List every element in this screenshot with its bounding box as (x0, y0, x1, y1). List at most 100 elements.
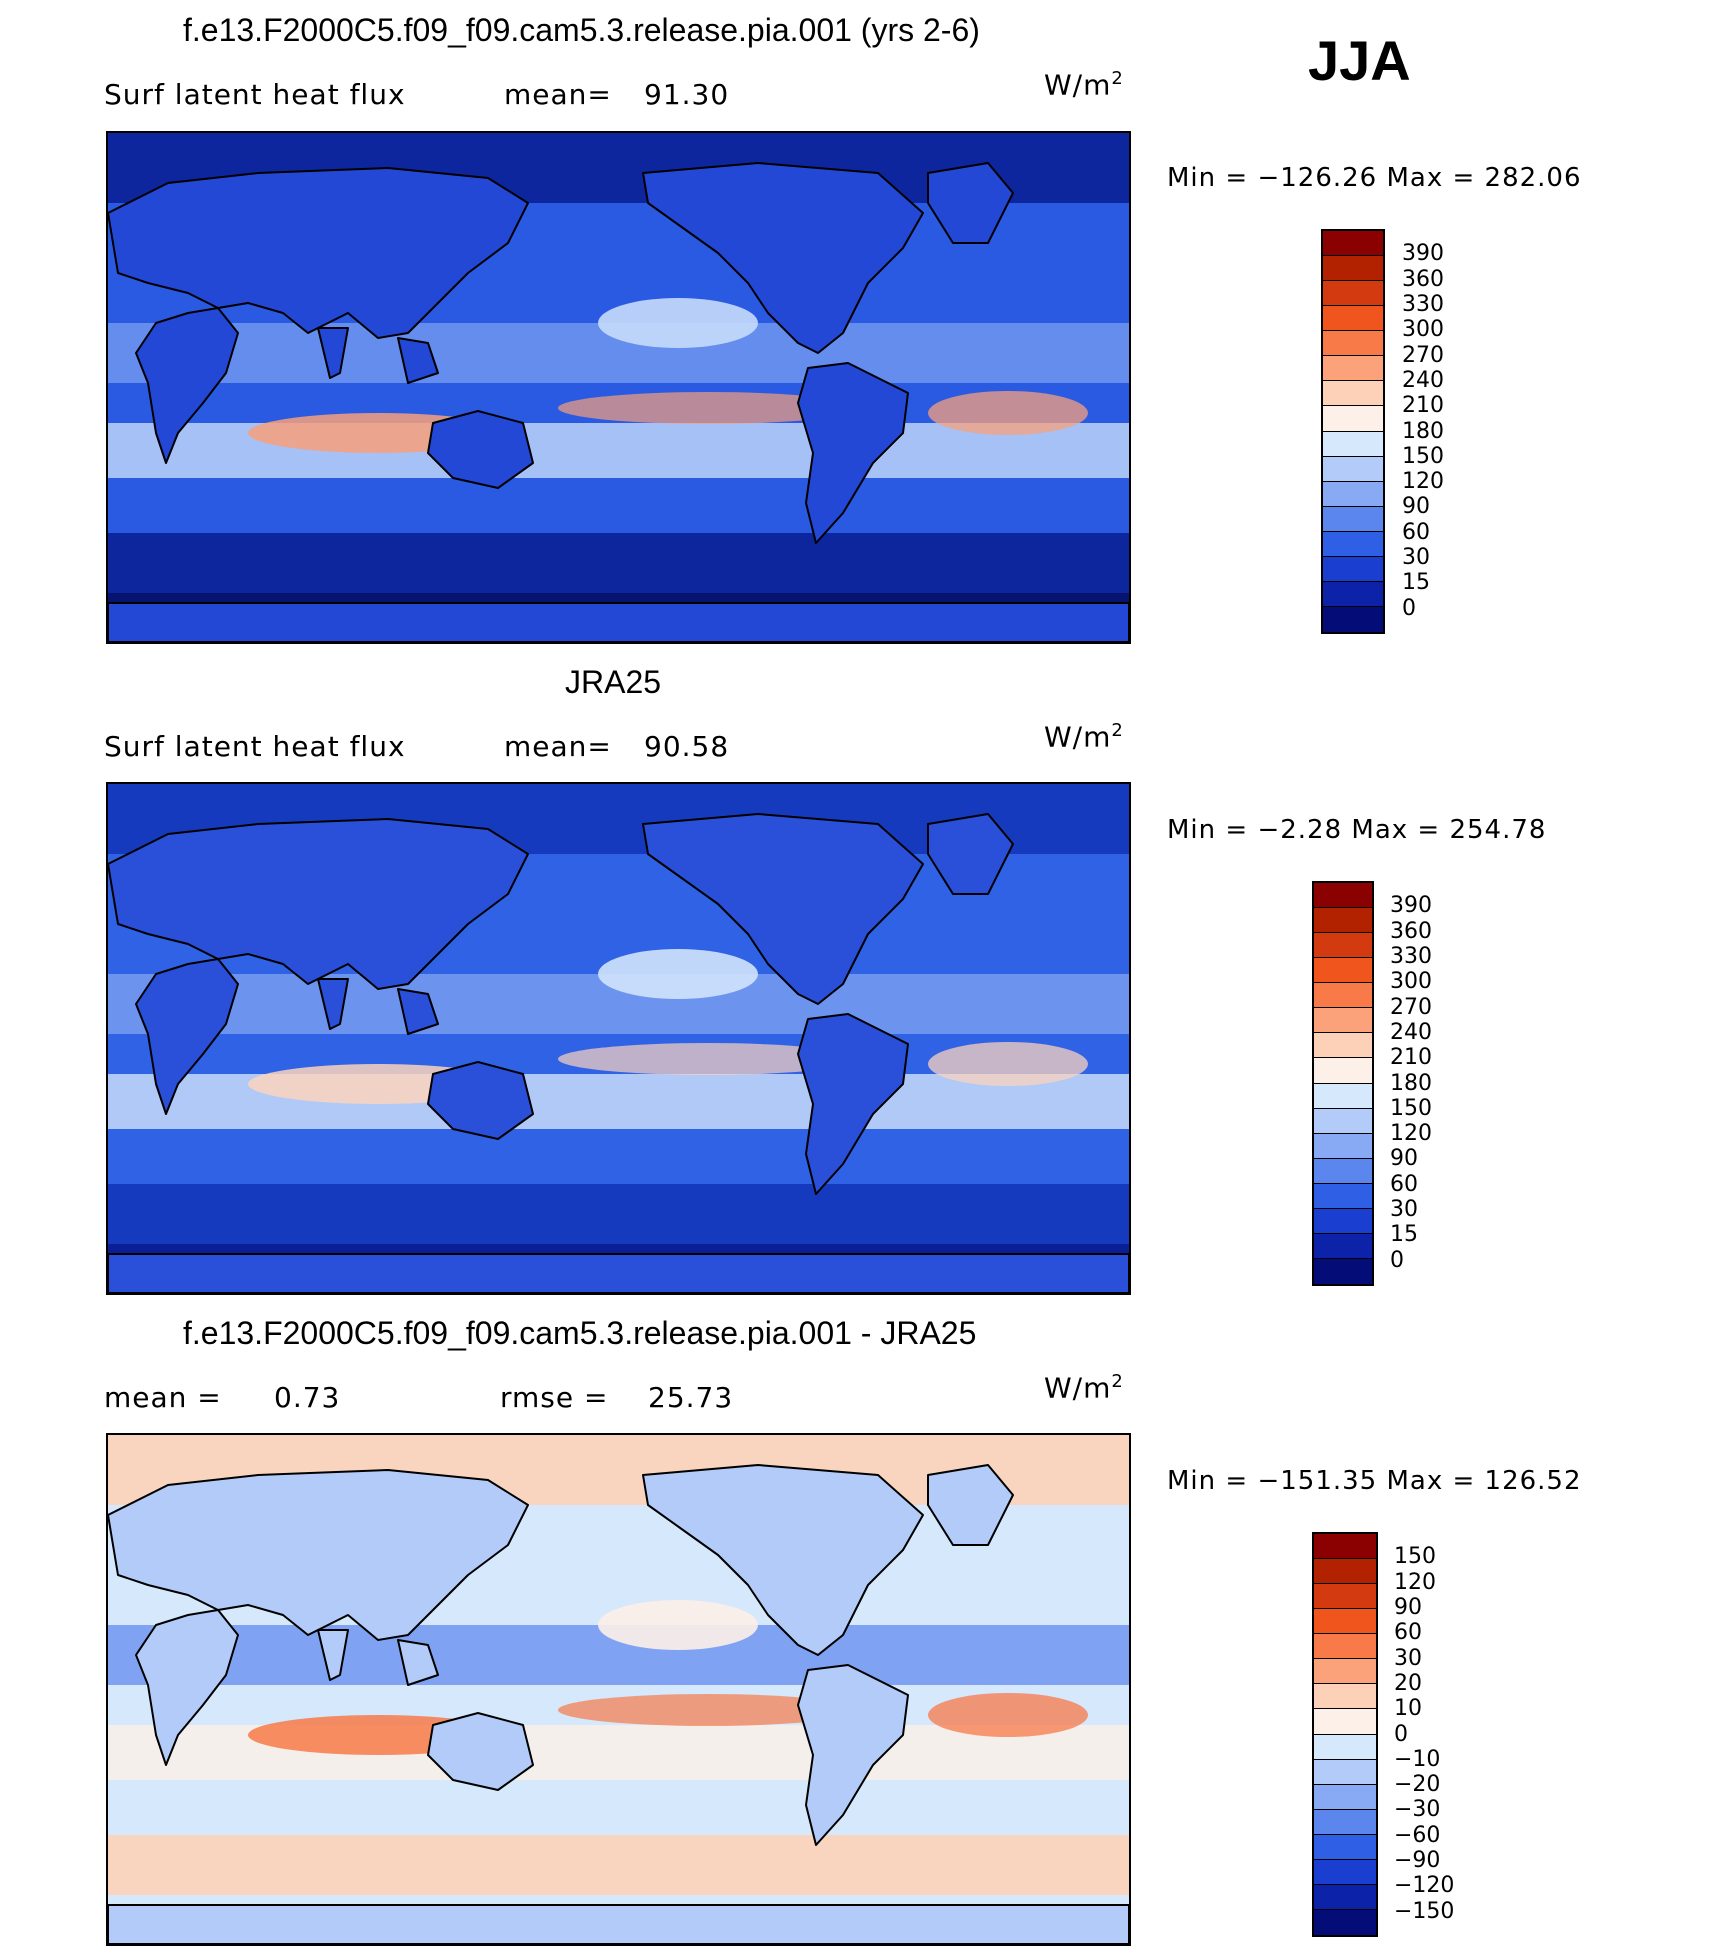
map-landmass (397, 1639, 439, 1686)
panel-3-title: f.e13.F2000C5.f09_f09.cam5.3.release.pia… (183, 1315, 977, 1351)
map-landmass (108, 1904, 1129, 1944)
panel-3-map (106, 1433, 1131, 1946)
colorbar-segment (1314, 1834, 1376, 1860)
colorbar-segment (1314, 1534, 1376, 1560)
colorbar-segment (1314, 1709, 1376, 1735)
colorbar-tick-label: 60 (1390, 1171, 1418, 1197)
panel-1-variable-label: Surf latent heat flux (104, 78, 406, 111)
colorbar-tick-label: 360 (1390, 918, 1432, 944)
colorbar-segment (1323, 456, 1383, 482)
colorbar-segment (1314, 1609, 1376, 1635)
panel-1-map (106, 131, 1131, 644)
panel-2-title: JRA25 (565, 664, 662, 700)
panel-3-units: W/m2 (1044, 1371, 1124, 1405)
colorbar-tick-label: 10 (1394, 1696, 1422, 1722)
panel-1-mean-value: 91.30 (644, 78, 730, 111)
colorbar-tick-label: 90 (1394, 1594, 1422, 1620)
colorbar-segment (1314, 1584, 1376, 1610)
colorbar-segment (1323, 281, 1383, 307)
map-landmass (135, 307, 239, 464)
colorbar-tick-label: 20 (1394, 1670, 1422, 1696)
colorbar-segment (1323, 406, 1383, 432)
colorbar-segment (1314, 1208, 1372, 1234)
map-landmass (108, 1469, 529, 1641)
panel-3-colorbar (1312, 1532, 1378, 1937)
colorbar-segment (1314, 883, 1372, 909)
colorbar-tick-label: 240 (1390, 1019, 1432, 1045)
panel-1-colorbar (1321, 229, 1385, 634)
colorbar-segment (1323, 556, 1383, 582)
colorbar-segment (1314, 1058, 1372, 1084)
colorbar-tick-label: 30 (1390, 1197, 1418, 1223)
colorbar-tick-label: 60 (1394, 1620, 1422, 1646)
panel-2-mean-label: mean= (504, 730, 612, 763)
map-landmass (108, 818, 529, 990)
map-landmass (797, 362, 909, 544)
colorbar-segment (1314, 958, 1372, 984)
panel-1-minmax: Min = −126.26 Max = 282.06 (1167, 163, 1582, 193)
map-landmass (317, 1629, 349, 1681)
colorbar-segment (1314, 1909, 1376, 1935)
colorbar-tick-label: −120 (1394, 1873, 1455, 1899)
colorbar-tick-label: 390 (1402, 241, 1444, 267)
colorbar-tick-label: 120 (1394, 1569, 1436, 1595)
colorbar-segment (1314, 1659, 1376, 1685)
colorbar-segment (1323, 606, 1383, 632)
colorbar-tick-label: 90 (1390, 1146, 1418, 1172)
colorbar-segment (1314, 1133, 1372, 1159)
colorbar-segment (1323, 431, 1383, 457)
colorbar-tick-label: 270 (1402, 342, 1444, 368)
colorbar-tick-label: −60 (1394, 1822, 1441, 1848)
map-landmass (927, 1464, 1014, 1546)
colorbar-segment (1323, 481, 1383, 507)
colorbar-segment (1323, 256, 1383, 282)
panel-3-minmax: Min = −151.35 Max = 126.52 (1167, 1466, 1582, 1496)
map-landmass (397, 337, 439, 384)
map-landmass (797, 1013, 909, 1195)
colorbar-segment (1314, 1008, 1372, 1034)
panel-2-minmax: Min = −2.28 Max = 254.78 (1167, 815, 1547, 845)
colorbar-segment (1314, 983, 1372, 1009)
colorbar-tick-label: 240 (1402, 367, 1444, 393)
panel-1-units: W/m2 (1044, 68, 1124, 102)
colorbar-segment (1314, 1033, 1372, 1059)
colorbar-tick-label: 180 (1390, 1070, 1432, 1096)
panel-3-mean-label: mean = (104, 1381, 222, 1414)
colorbar-tick-label: 0 (1390, 1247, 1404, 1273)
colorbar-segment (1323, 356, 1383, 382)
colorbar-segment (1314, 1734, 1376, 1760)
colorbar-segment (1314, 1083, 1372, 1109)
map-warm-patch (928, 1042, 1088, 1086)
colorbar-segment (1314, 1233, 1372, 1259)
panel-2-map (106, 782, 1131, 1295)
colorbar-tick-label: 210 (1402, 393, 1444, 419)
colorbar-tick-label: 150 (1390, 1095, 1432, 1121)
map-landmass (317, 327, 349, 379)
colorbar-segment (1323, 531, 1383, 557)
colorbar-tick-label: 300 (1402, 317, 1444, 343)
colorbar-segment (1314, 1634, 1376, 1660)
colorbar-tick-label: 90 (1402, 494, 1430, 520)
map-landmass (642, 162, 924, 354)
map-landmass (317, 978, 349, 1030)
colorbar-segment (1314, 1809, 1376, 1835)
map-warm-patch (558, 1694, 858, 1726)
colorbar-segment (1314, 1759, 1376, 1785)
colorbar-tick-label: 150 (1394, 1544, 1436, 1570)
colorbar-segment (1314, 1684, 1376, 1710)
colorbar-segment (1314, 1559, 1376, 1585)
colorbar-segment (1323, 381, 1383, 407)
panel-3-mean-value: 0.73 (274, 1381, 341, 1414)
colorbar-segment (1314, 1258, 1372, 1284)
colorbar-tick-label: −10 (1394, 1746, 1441, 1772)
colorbar-segment (1314, 1108, 1372, 1134)
panel-2-colorbar-labels: 390 360 330 300 270 240 210 180 150 120 90 60 30 15 0 (1390, 881, 1470, 1286)
colorbar-tick-label: −30 (1394, 1797, 1441, 1823)
panel-2-units: W/m2 (1044, 720, 1124, 754)
map-landmass (135, 958, 239, 1115)
colorbar-tick-label: −90 (1394, 1848, 1441, 1874)
colorbar-segment (1323, 331, 1383, 357)
map-warm-patch (598, 298, 758, 348)
colorbar-segment (1314, 1183, 1372, 1209)
colorbar-tick-label: 30 (1402, 545, 1430, 571)
